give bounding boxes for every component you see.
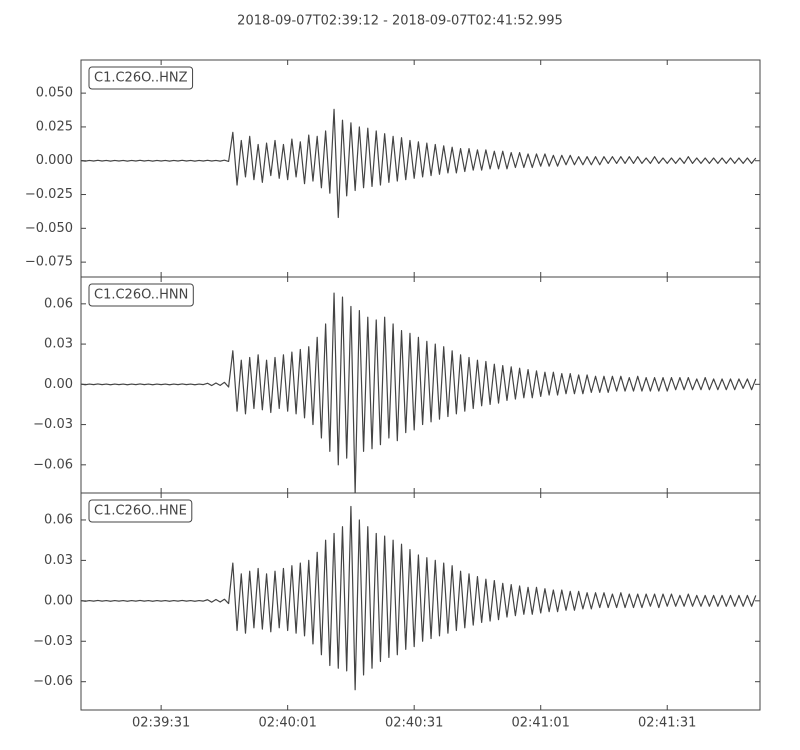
y-tick-label: 0.025 bbox=[36, 119, 73, 134]
y-tick-label: −0.075 bbox=[25, 255, 73, 270]
panel-label: C1.C26O..HNE bbox=[94, 504, 187, 519]
x-tick-label: 02:41:31 bbox=[638, 716, 696, 731]
panel-frame bbox=[80, 59, 761, 278]
label-box bbox=[88, 499, 193, 523]
y-tick-label: −0.06 bbox=[33, 674, 73, 689]
y-tick-label: 0.00 bbox=[44, 593, 73, 608]
panel-label: C1.C26O..HNN bbox=[94, 288, 188, 303]
waveform bbox=[81, 292, 757, 493]
y-tick-label: 0.03 bbox=[44, 337, 73, 352]
y-tick-label: 0.00 bbox=[44, 377, 73, 392]
y-tick-label: −0.050 bbox=[25, 221, 73, 236]
y-tick-label: −0.025 bbox=[25, 187, 73, 202]
y-tick-label: −0.06 bbox=[33, 457, 73, 472]
x-tick-label: 02:41:01 bbox=[512, 716, 570, 731]
y-tick-label: −0.03 bbox=[33, 417, 73, 432]
x-tick-label: 02:39:31 bbox=[132, 716, 190, 731]
y-tick-label: 0.06 bbox=[44, 512, 73, 527]
chart-title: 2018-09-07T02:39:12 - 2018-09-07T02:41:5… bbox=[237, 14, 563, 29]
label-box bbox=[88, 66, 194, 90]
x-tick-label: 02:40:31 bbox=[385, 716, 443, 731]
x-tick-label: 02:40:01 bbox=[258, 716, 316, 731]
y-tick-label: 0.06 bbox=[44, 296, 73, 311]
waveform bbox=[81, 505, 757, 691]
waveform bbox=[81, 108, 757, 219]
y-tick-label: −0.03 bbox=[33, 634, 73, 649]
panel-label: C1.C26O..HNZ bbox=[94, 71, 188, 86]
y-tick-label: 0.050 bbox=[36, 86, 73, 101]
y-tick-label: 0.000 bbox=[36, 153, 73, 168]
label-box bbox=[88, 283, 194, 307]
panel-frame bbox=[80, 492, 761, 711]
y-tick-label: 0.03 bbox=[44, 553, 73, 568]
